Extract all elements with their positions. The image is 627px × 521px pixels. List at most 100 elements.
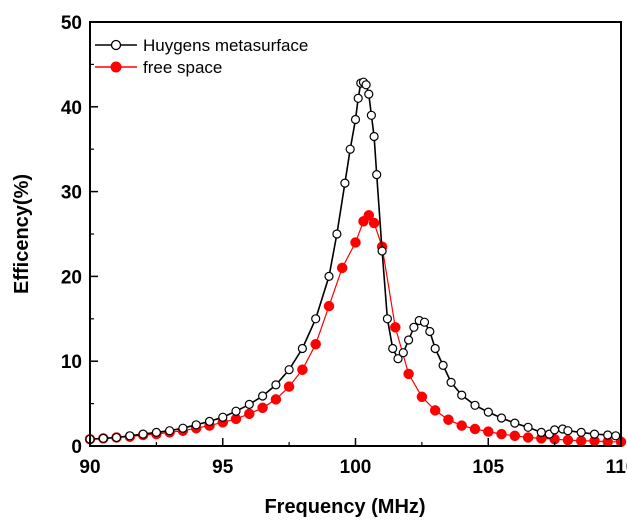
data-point-free-space bbox=[297, 364, 308, 375]
data-point-huygens bbox=[425, 326, 435, 337]
data-point-huygens bbox=[204, 416, 215, 426]
data-point-huygens bbox=[438, 360, 448, 370]
data-point-huygens bbox=[536, 427, 546, 437]
data-point-huygens bbox=[218, 412, 228, 422]
data-point-huygens bbox=[361, 80, 371, 90]
data-point-huygens bbox=[345, 144, 355, 154]
data-point-free-space bbox=[443, 414, 454, 425]
legend-marker-huygens bbox=[110, 39, 122, 51]
legend-label-huygens: Huygens metasurface bbox=[143, 36, 308, 55]
data-point-free-space bbox=[509, 430, 521, 442]
data-point-free-space bbox=[363, 210, 375, 221]
data-point-free-space bbox=[283, 381, 295, 392]
data-point-huygens bbox=[483, 407, 493, 417]
data-point-huygens bbox=[111, 432, 122, 443]
data-point-huygens bbox=[98, 433, 108, 443]
ticks-layer: 90 95 100 105 110 0 10 20 30 40 50 bbox=[61, 13, 627, 478]
data-point-huygens bbox=[446, 377, 456, 387]
x-tick-label: 100 bbox=[340, 457, 372, 478]
y-axis-title: Efficency(%) bbox=[11, 174, 33, 294]
data-point-free-space bbox=[429, 405, 441, 416]
data-point-huygens bbox=[496, 413, 507, 423]
legend-marker-free-space bbox=[110, 61, 122, 73]
legend: Huygens metasurface free space bbox=[95, 36, 308, 77]
data-point-free-space bbox=[310, 338, 321, 350]
data-point-huygens bbox=[125, 431, 135, 441]
data-point-huygens bbox=[332, 229, 342, 239]
data-point-free-space bbox=[257, 402, 268, 414]
data-point-huygens bbox=[353, 93, 363, 103]
data-point-huygens bbox=[364, 89, 374, 99]
x-tick-label: 95 bbox=[212, 457, 234, 478]
data-point-huygens bbox=[258, 391, 268, 401]
data-point-huygens bbox=[340, 178, 350, 188]
y-tick-label: 10 bbox=[61, 352, 82, 373]
data-point-huygens bbox=[589, 429, 600, 439]
data-point-huygens bbox=[393, 354, 403, 364]
data-point-free-space bbox=[483, 426, 494, 437]
plot-frame bbox=[89, 21, 622, 447]
data-point-huygens bbox=[165, 426, 175, 436]
data-point-huygens bbox=[350, 114, 361, 125]
data-point-huygens bbox=[603, 430, 613, 440]
data-point-free-space bbox=[575, 435, 587, 447]
data-point-huygens bbox=[470, 400, 480, 410]
x-tick-label: 110 bbox=[606, 457, 627, 478]
data-point-huygens bbox=[419, 317, 430, 327]
data-point-free-space bbox=[562, 434, 574, 446]
series-line-huygens bbox=[89, 81, 616, 440]
data-point-free-space bbox=[390, 322, 401, 333]
data-point-free-space bbox=[336, 262, 348, 274]
data-point-free-space bbox=[456, 420, 467, 431]
series-line-free-space bbox=[89, 214, 621, 443]
data-point-huygens bbox=[271, 380, 281, 390]
data-point-huygens bbox=[576, 427, 586, 437]
data-point-huygens bbox=[404, 335, 414, 345]
data-point-huygens bbox=[138, 429, 148, 439]
data-point-huygens bbox=[372, 170, 382, 180]
data-point-huygens bbox=[191, 420, 201, 430]
data-point-huygens bbox=[151, 427, 161, 437]
data-point-free-space bbox=[350, 237, 361, 248]
data-point-free-space bbox=[403, 368, 414, 380]
data-point-huygens bbox=[284, 365, 294, 375]
data-point-free-space bbox=[522, 432, 534, 443]
data-point-free-space bbox=[416, 391, 428, 403]
data-point-free-space bbox=[368, 217, 380, 229]
data-point-huygens bbox=[297, 343, 307, 354]
series-layer bbox=[84, 77, 627, 448]
data-point-huygens bbox=[523, 422, 533, 432]
data-point-free-space bbox=[270, 394, 282, 405]
y-tick-label: 0 bbox=[71, 437, 82, 458]
data-point-huygens bbox=[382, 314, 392, 324]
y-tick-label: 40 bbox=[61, 98, 82, 119]
data-point-free-space bbox=[323, 300, 335, 312]
data-point-huygens bbox=[430, 343, 440, 354]
data-point-free-space bbox=[496, 428, 507, 440]
x-tick-label: 90 bbox=[79, 457, 100, 478]
x-axis-title: Frequency (MHz) bbox=[264, 496, 425, 518]
y-tick-label: 30 bbox=[61, 183, 82, 204]
data-point-huygens bbox=[369, 131, 379, 142]
data-point-huygens bbox=[549, 425, 560, 435]
data-point-huygens bbox=[178, 423, 188, 433]
data-point-huygens bbox=[377, 246, 387, 256]
data-point-huygens bbox=[311, 314, 321, 324]
legend-label-free-space: free space bbox=[143, 58, 222, 77]
data-point-huygens bbox=[366, 110, 376, 120]
data-point-huygens bbox=[510, 418, 520, 428]
data-point-huygens bbox=[398, 348, 408, 358]
data-point-huygens bbox=[244, 399, 254, 409]
y-tick-label: 20 bbox=[61, 267, 82, 288]
data-point-huygens bbox=[457, 390, 467, 400]
data-point-free-space bbox=[244, 408, 255, 420]
data-point-huygens bbox=[388, 343, 398, 354]
data-point-huygens bbox=[409, 322, 419, 332]
data-point-huygens bbox=[611, 431, 621, 441]
x-tick-label: 105 bbox=[472, 457, 504, 478]
y-tick-label: 50 bbox=[61, 13, 82, 34]
data-point-huygens bbox=[324, 271, 334, 281]
data-point-huygens bbox=[563, 426, 573, 436]
data-point-free-space bbox=[469, 423, 481, 435]
